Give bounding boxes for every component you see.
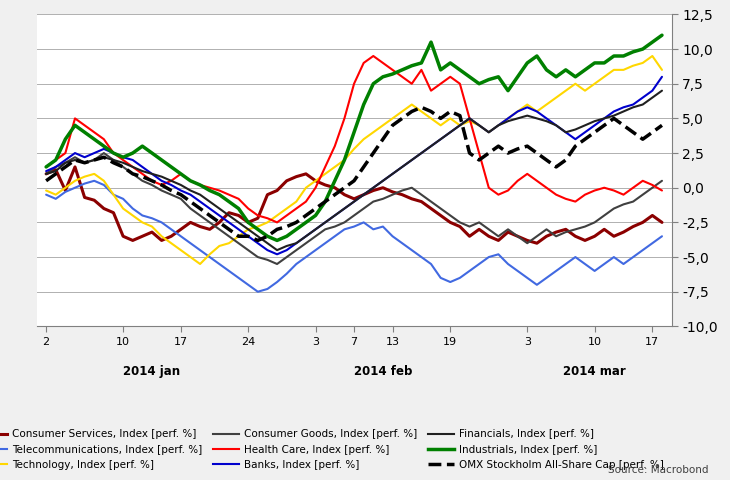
Text: 2014 jan: 2014 jan <box>123 365 180 378</box>
Y-axis label: Percent: Percent <box>726 147 730 194</box>
Text: Source: Macrobond: Source: Macrobond <box>607 465 708 475</box>
Text: 2014 mar: 2014 mar <box>564 365 626 378</box>
Text: 2014 feb: 2014 feb <box>354 365 412 378</box>
Legend: Consumer Services, Index [perf. %], Telecommunications, Index [perf. %], Technol: Consumer Services, Index [perf. %], Tele… <box>0 425 668 474</box>
